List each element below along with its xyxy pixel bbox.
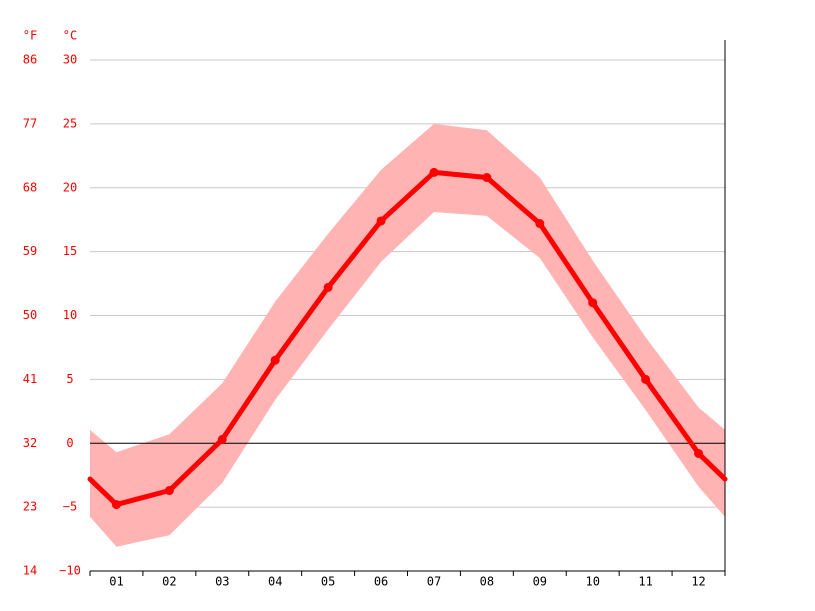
x-tick-label: 08 [480,575,494,589]
range-band-wrap [698,407,725,517]
y-tick-label: 15 [63,244,77,258]
y2-tick-label: 41 [23,372,37,386]
x-tick-label: 05 [321,575,335,589]
x-tick-label: 11 [638,575,652,589]
point [641,374,651,384]
range-band [116,123,699,547]
f-axis-label: °F [23,29,37,43]
y2-tick-label: 59 [23,244,37,258]
x-tick-label: 10 [585,575,599,589]
y-tick-label: 30 [63,53,77,67]
point [111,500,121,510]
x-tick-label: 02 [162,575,176,589]
point [376,216,386,226]
y-tick-label: −5 [63,500,77,514]
point [588,298,598,308]
y2-tick-label: 32 [23,436,37,450]
c-axis-label: °C [63,29,77,43]
y-tick-label: 20 [63,180,77,194]
x-tick-label: 07 [427,575,441,589]
point [482,173,492,183]
point [323,282,333,292]
y2-tick-label: 23 [23,500,37,514]
point [270,355,280,365]
x-tick-label: 06 [374,575,388,589]
x-tick-label: 12 [691,575,705,589]
x-tick-label: 03 [215,575,229,589]
x-tick-label: 09 [533,575,547,589]
range-band-wrap [90,429,117,547]
line-wrap [87,476,119,508]
point [535,219,545,229]
y2-tick-label: 68 [23,180,37,194]
x-tick-label: 04 [268,575,282,589]
point [164,486,174,496]
y-tick-label: 25 [63,116,77,130]
y2-tick-label: 86 [23,53,37,67]
y-tick-label: 10 [63,308,77,322]
y-tick-label: 0 [66,436,73,450]
y-tick-label: 5 [66,372,73,386]
point [694,448,704,458]
y2-tick-label: 77 [23,116,37,130]
point [429,167,439,177]
x-tick-label: 01 [109,575,123,589]
line-wrap [696,450,728,482]
mean-line [115,169,701,507]
y-tick-label: −10 [59,564,81,578]
y2-tick-label: 50 [23,308,37,322]
y2-tick-label: 14 [23,564,37,578]
point [217,434,227,444]
